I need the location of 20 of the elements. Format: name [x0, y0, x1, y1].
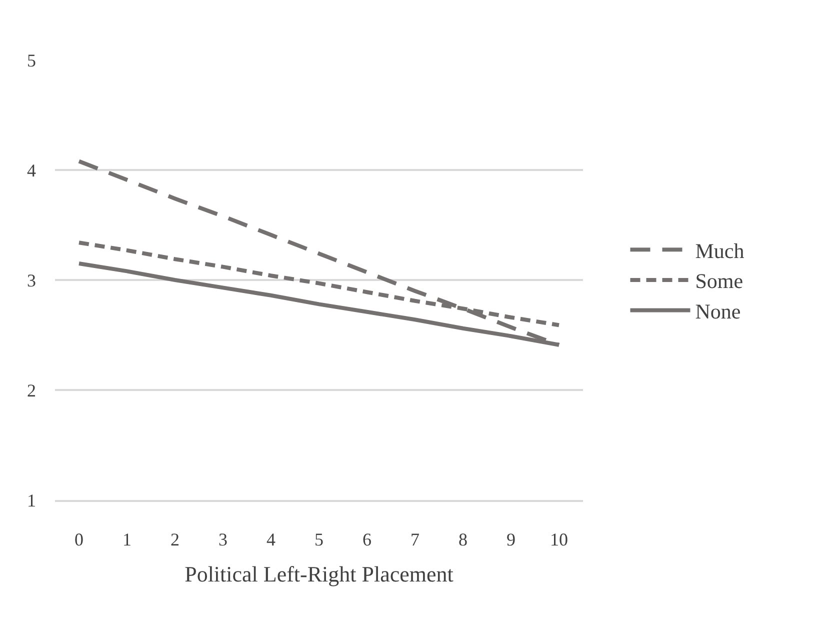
y-tick-label: 5	[27, 50, 36, 70]
x-tick-label: 10	[550, 529, 568, 550]
x-tick-label: 0	[74, 529, 84, 550]
x-axis-title: Political Left-Right Placement	[184, 562, 454, 587]
x-tick-label: 2	[170, 529, 180, 550]
x-tick-label: 7	[410, 529, 420, 550]
legend-label: Some	[695, 269, 744, 294]
x-tick-label: 5	[314, 529, 324, 550]
x-tick-label: 8	[458, 529, 468, 550]
x-tick-label: 9	[506, 529, 516, 550]
x-tick-label: 4	[266, 529, 276, 550]
y-tick-label: 3	[27, 270, 36, 290]
y-tick-label: 1	[27, 490, 36, 510]
legend-label: Much	[695, 238, 745, 263]
x-tick-label: 1	[122, 529, 132, 550]
legend-label: None	[695, 299, 741, 324]
y-tick-label: 2	[27, 380, 36, 400]
y-tick-label: 4	[27, 160, 36, 180]
x-tick-label: 6	[362, 529, 372, 550]
x-tick-label: 3	[218, 529, 228, 550]
